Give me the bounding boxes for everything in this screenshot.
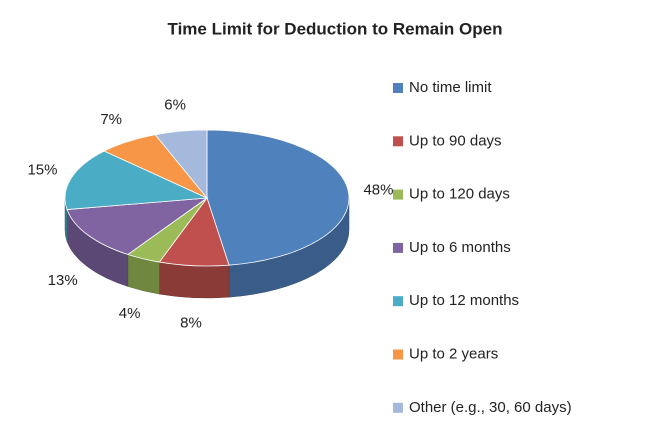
data-label: 48% [363, 182, 393, 199]
legend-swatch [393, 296, 403, 307]
legend-label: Up to 90 days [409, 132, 502, 149]
legend-label: Other (e.g., 30, 60 days) [409, 399, 572, 416]
legend-swatch [393, 136, 403, 147]
legend-swatch [393, 402, 403, 413]
slice [154, 129, 208, 200]
data-label: 4% [119, 305, 141, 322]
data-label: 15% [27, 162, 57, 179]
legend-swatch [393, 83, 403, 93]
legend-label: No time limit [409, 79, 492, 96]
legend-swatch [393, 349, 403, 360]
data-label: 7% [100, 111, 122, 128]
slice [64, 150, 209, 211]
legend-label: Up to 2 years [409, 345, 498, 362]
legend-swatch [393, 189, 403, 200]
data-label: 8% [180, 315, 202, 332]
slice [206, 129, 350, 266]
data-label: 6% [164, 97, 186, 114]
legend-swatch [393, 242, 403, 253]
slice-side [159, 261, 230, 299]
legend-label: Up to 12 months [409, 292, 519, 309]
chart-title: Time Limit for Deduction to Remain Open [168, 19, 503, 38]
legend-label: Up to 120 days [409, 186, 510, 203]
data-label: 13% [48, 272, 78, 289]
slice [66, 197, 209, 255]
legend-label: Up to 6 months [409, 239, 511, 256]
